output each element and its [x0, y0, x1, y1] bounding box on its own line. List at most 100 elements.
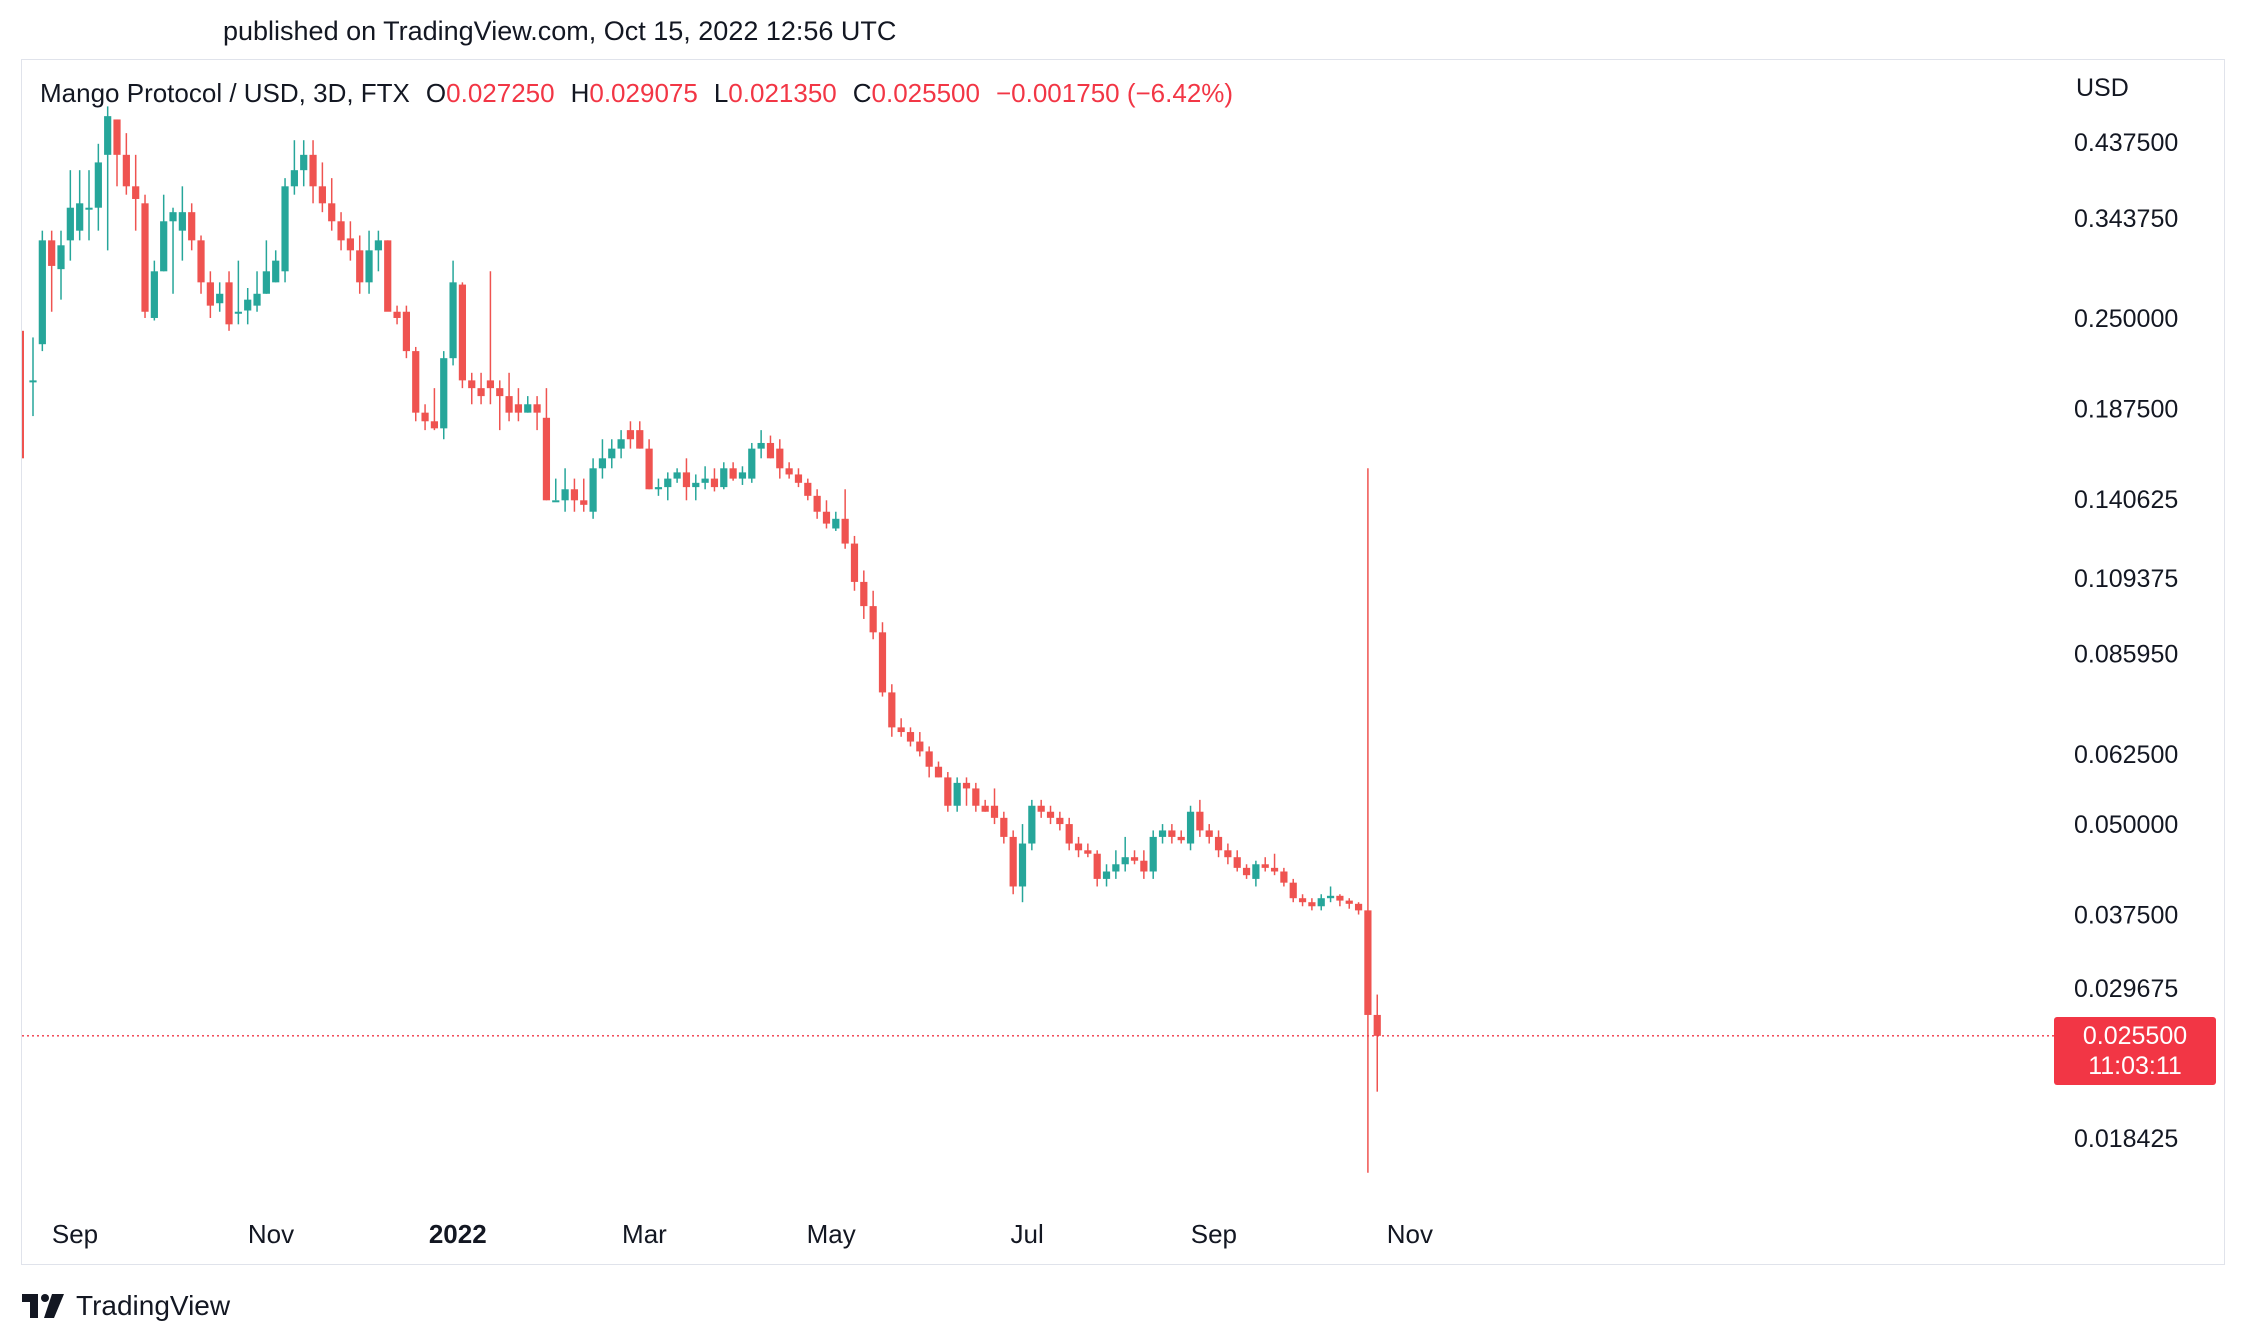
- candle-body[interactable]: [524, 404, 532, 413]
- candle-body[interactable]: [216, 293, 224, 304]
- candle-body[interactable]: [412, 351, 420, 413]
- candle-body[interactable]: [132, 186, 140, 199]
- candle-body[interactable]: [1112, 864, 1120, 872]
- candle-body[interactable]: [384, 240, 392, 312]
- candle-body[interactable]: [580, 500, 588, 505]
- candle-body[interactable]: [160, 221, 168, 272]
- candle-body[interactable]: [1009, 836, 1017, 887]
- candle-body[interactable]: [1354, 903, 1363, 911]
- tradingview-logo[interactable]: TradingView: [22, 1290, 230, 1322]
- candle-body[interactable]: [206, 282, 214, 306]
- candle-body[interactable]: [496, 388, 504, 397]
- candle-body[interactable]: [57, 245, 65, 270]
- candle-body[interactable]: [505, 396, 513, 413]
- candle-body[interactable]: [1205, 830, 1213, 837]
- candle-body[interactable]: [309, 154, 317, 187]
- candle-body[interactable]: [673, 472, 681, 479]
- candle-body[interactable]: [804, 482, 812, 496]
- candle-body[interactable]: [1242, 867, 1251, 876]
- candle-body[interactable]: [1158, 830, 1167, 837]
- candle-body[interactable]: [533, 404, 541, 413]
- candle-body[interactable]: [692, 482, 700, 488]
- candle-body[interactable]: [178, 212, 186, 231]
- candle-body[interactable]: [1345, 900, 1353, 904]
- candle-body[interactable]: [365, 250, 373, 283]
- candle-body[interactable]: [962, 782, 971, 789]
- candle-body[interactable]: [888, 692, 896, 728]
- candle-body[interactable]: [972, 788, 980, 806]
- candle-body[interactable]: [934, 766, 943, 778]
- candle-body[interactable]: [1224, 850, 1232, 858]
- symbol-title[interactable]: Mango Protocol / USD, 3D, FTX: [40, 78, 410, 108]
- candle-body[interactable]: [272, 260, 280, 283]
- candle-body[interactable]: [1018, 843, 1027, 887]
- candle-body[interactable]: [225, 282, 233, 325]
- candle-body[interactable]: [1214, 836, 1223, 851]
- candle-body[interactable]: [104, 116, 112, 155]
- candle-body[interactable]: [318, 186, 326, 204]
- candle-body[interactable]: [1149, 836, 1157, 872]
- candle-body[interactable]: [468, 380, 476, 389]
- candle-body[interactable]: [1233, 857, 1241, 868]
- candle-body[interactable]: [542, 417, 551, 501]
- candle-body[interactable]: [608, 448, 616, 459]
- candle-body[interactable]: [748, 448, 756, 479]
- candle-body[interactable]: [645, 448, 653, 490]
- candle-body[interactable]: [1298, 898, 1307, 903]
- candle-body[interactable]: [906, 732, 915, 742]
- candle-body[interactable]: [197, 240, 205, 283]
- candle-body[interactable]: [458, 284, 467, 381]
- candle-body[interactable]: [188, 212, 196, 241]
- candle-body[interactable]: [244, 299, 252, 311]
- candle-body[interactable]: [328, 203, 336, 222]
- candle-body[interactable]: [598, 458, 607, 469]
- candle-body[interactable]: [346, 238, 354, 251]
- candle-body[interactable]: [337, 221, 345, 241]
- candle-body[interactable]: [636, 430, 644, 449]
- candle-body[interactable]: [66, 207, 74, 241]
- candle-body[interactable]: [1046, 811, 1055, 818]
- candle-body[interactable]: [48, 240, 56, 266]
- candle-body[interactable]: [421, 412, 429, 422]
- candle-body[interactable]: [710, 478, 719, 488]
- candle-body[interactable]: [1121, 857, 1129, 865]
- candle-body[interactable]: [1317, 898, 1325, 907]
- candle-body[interactable]: [729, 468, 737, 479]
- candle-body[interactable]: [654, 487, 663, 490]
- candle-body[interactable]: [150, 271, 158, 318]
- candle-body[interactable]: [477, 388, 485, 397]
- candle-body[interactable]: [1102, 871, 1111, 879]
- candle-body[interactable]: [281, 186, 289, 272]
- candle-body[interactable]: [626, 430, 635, 440]
- candle-body[interactable]: [897, 727, 905, 733]
- candle-body[interactable]: [141, 203, 149, 312]
- candle-body[interactable]: [860, 581, 868, 607]
- candle-body[interactable]: [1074, 843, 1083, 851]
- candle-body[interactable]: [85, 207, 93, 210]
- candle-body[interactable]: [552, 500, 560, 503]
- candle-body[interactable]: [832, 518, 840, 529]
- candle-body[interactable]: [514, 404, 523, 413]
- candle-body[interactable]: [1056, 817, 1064, 825]
- candle-body[interactable]: [925, 751, 933, 767]
- candle-body[interactable]: [430, 421, 439, 429]
- candle-body[interactable]: [981, 805, 989, 812]
- candle-body[interactable]: [290, 170, 298, 187]
- candle-body[interactable]: [262, 271, 270, 294]
- candle-body[interactable]: [1364, 910, 1372, 1015]
- candle-body[interactable]: [785, 468, 793, 475]
- candle-body[interactable]: [664, 478, 672, 488]
- candle-body[interactable]: [720, 468, 728, 488]
- candle-body[interactable]: [1028, 805, 1036, 844]
- candle-body[interactable]: [402, 311, 410, 352]
- candle-body[interactable]: [1336, 895, 1344, 901]
- candle-body[interactable]: [440, 358, 448, 429]
- candle-body[interactable]: [1037, 805, 1045, 812]
- candle-body[interactable]: [374, 240, 382, 251]
- candle-body[interactable]: [953, 782, 961, 806]
- candle-body[interactable]: [813, 495, 821, 512]
- candle-body[interactable]: [1326, 895, 1335, 899]
- candle-body[interactable]: [738, 472, 747, 479]
- candle-body[interactable]: [169, 212, 177, 222]
